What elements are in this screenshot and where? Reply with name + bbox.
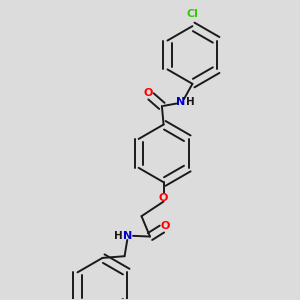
Text: O: O [144, 88, 153, 98]
Text: Cl: Cl [187, 9, 198, 19]
Text: N: N [123, 231, 133, 241]
Text: H: H [114, 231, 123, 241]
Text: H: H [186, 98, 195, 107]
Text: O: O [160, 221, 170, 231]
Text: O: O [159, 193, 168, 202]
Text: N: N [176, 98, 185, 107]
